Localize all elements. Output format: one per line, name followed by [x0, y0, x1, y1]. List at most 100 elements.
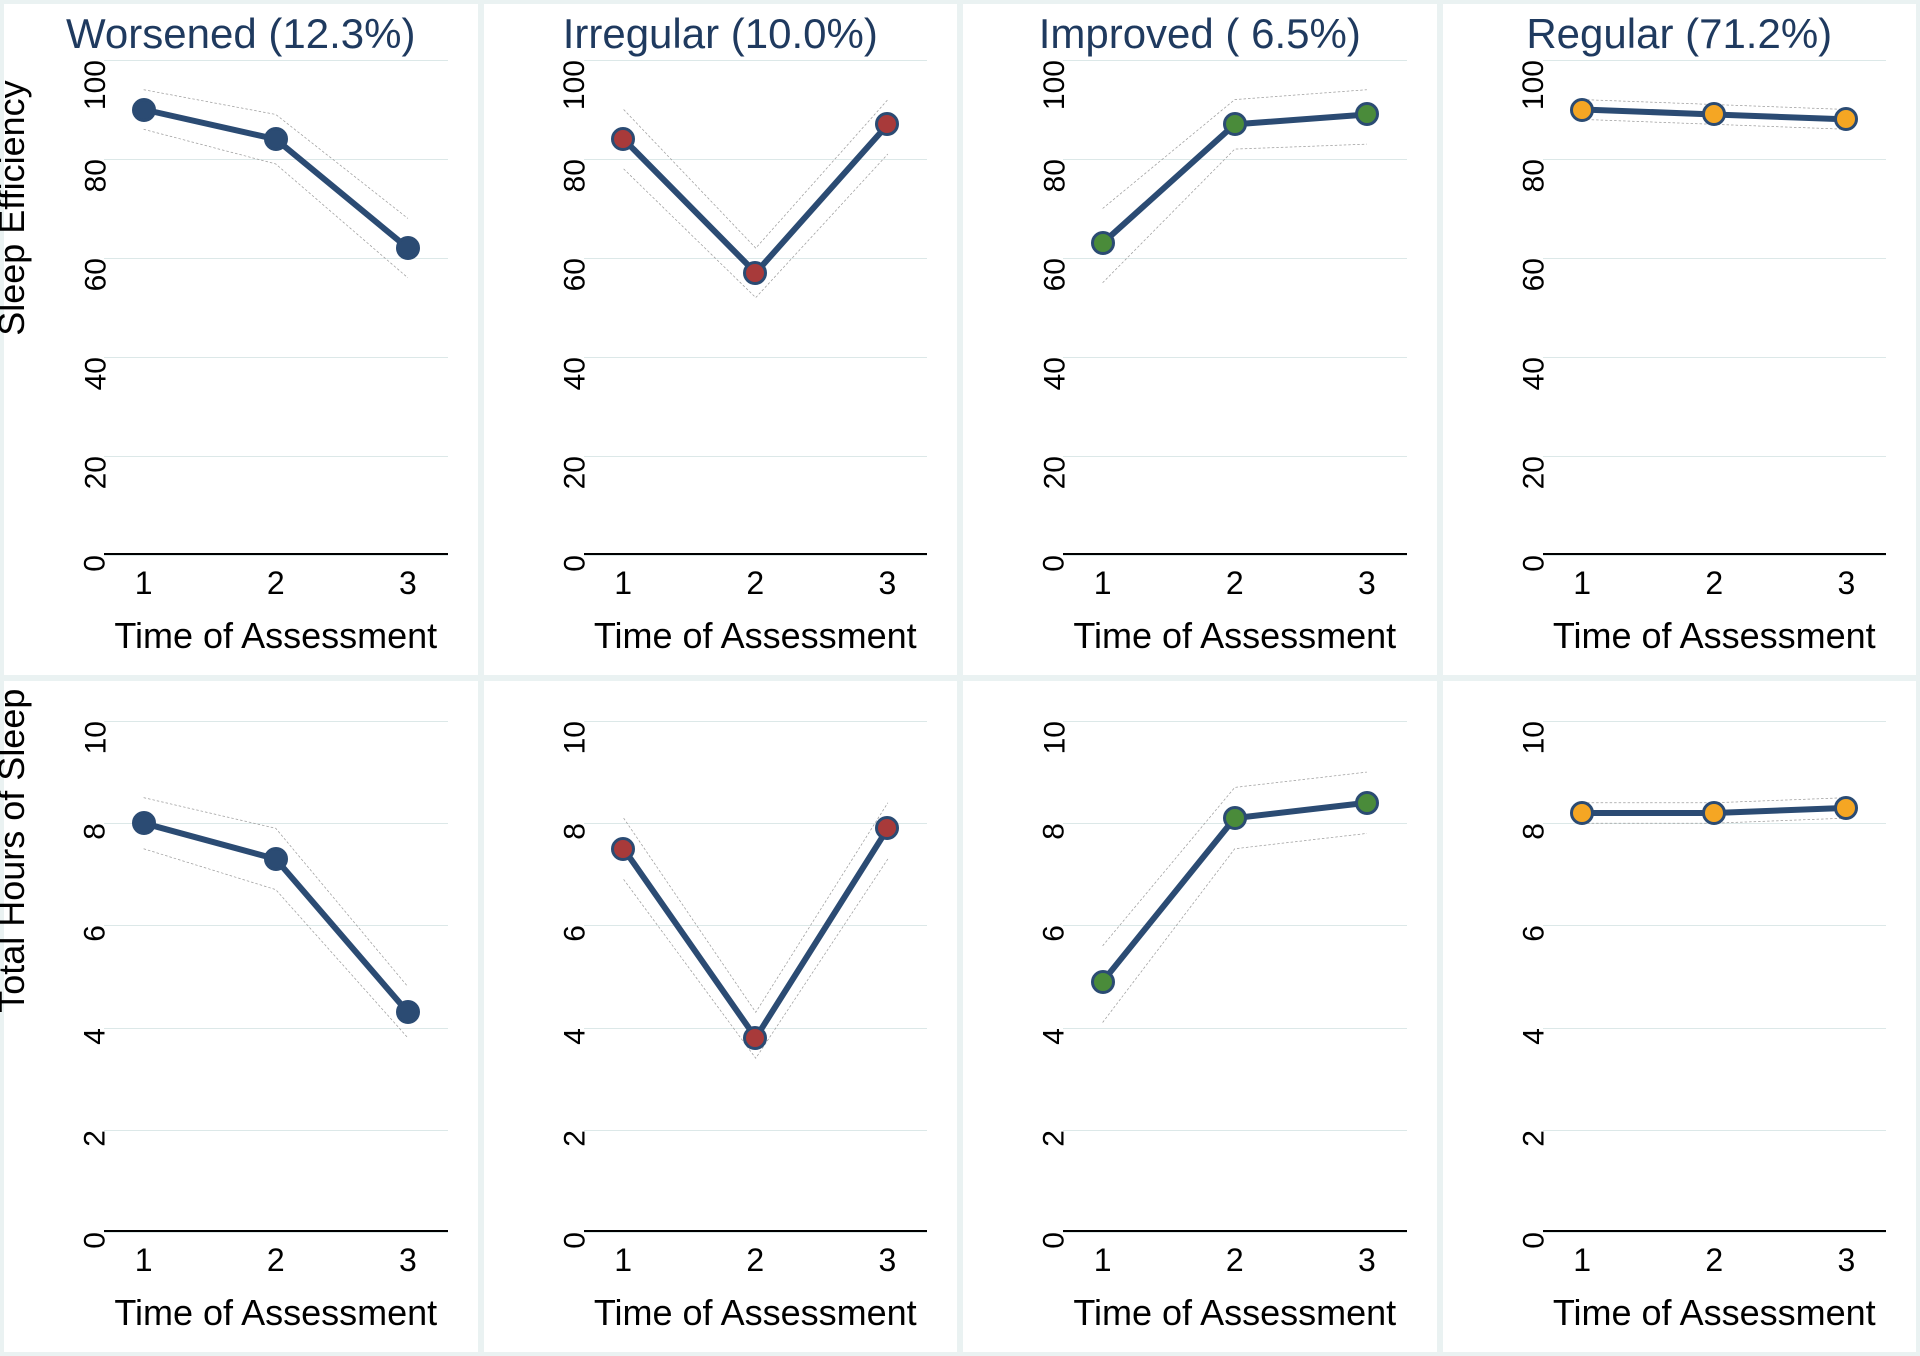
- x-axis-label: Time of Assessment: [4, 1292, 478, 1334]
- x-tick-label: 3: [878, 1242, 896, 1279]
- plot-area: 020406080100123: [1543, 60, 1887, 555]
- y-tick-label: 0: [1038, 1232, 1072, 1249]
- x-tick-label: 2: [267, 565, 285, 602]
- gridline: [1063, 1232, 1407, 1233]
- x-tick-label: 2: [1226, 1242, 1244, 1279]
- x-tick-label: 3: [1358, 1242, 1376, 1279]
- x-tick-label: 2: [746, 1242, 764, 1279]
- x-tick-label: 1: [1573, 565, 1591, 602]
- x-tick-label: 1: [1094, 1242, 1112, 1279]
- data-marker: [1570, 801, 1594, 825]
- y-tick-label: 0: [79, 555, 113, 572]
- x-tick-label: 1: [135, 565, 153, 602]
- x-axis-line: [1063, 553, 1407, 555]
- data-marker: [264, 847, 288, 871]
- y-tick-label: 0: [1038, 555, 1072, 572]
- y-tick-label: 0: [559, 1232, 593, 1249]
- gridline: [1543, 555, 1887, 556]
- gridline: [1063, 555, 1407, 556]
- data-marker: [611, 837, 635, 861]
- column-title: Irregular (10.0%): [484, 10, 958, 58]
- confidence-band-line: [1103, 90, 1367, 209]
- data-marker: [1355, 791, 1379, 815]
- data-marker: [132, 98, 156, 122]
- confidence-band-line: [1103, 144, 1367, 283]
- figure-root: Worsened (12.3%) Sleep Efficiency Time of …: [0, 0, 1920, 1356]
- y-axis-label: Sleep Efficiency: [0, 80, 33, 335]
- x-tick-label: 3: [1837, 1242, 1855, 1279]
- plot-area: 020406080100123: [584, 60, 928, 555]
- x-axis-label: Time of Assessment: [1443, 1292, 1917, 1334]
- data-marker: [1223, 806, 1247, 830]
- panel-r1-c0: Total Hours of SleepTime of Assessment02…: [4, 681, 478, 1352]
- panel-r1-c2: Time of Assessment 0246810123: [963, 681, 1437, 1352]
- x-tick-label: 3: [1358, 565, 1376, 602]
- panel-r0-c0: Worsened (12.3%)Sleep EfficiencyTime of …: [4, 4, 478, 675]
- plot-area: 020406080100123: [104, 60, 448, 555]
- gridline: [1543, 1232, 1887, 1233]
- x-axis-label: Time of Assessment: [484, 1292, 958, 1334]
- x-axis-label: Time of Assessment: [4, 615, 478, 657]
- gridline: [584, 1232, 928, 1233]
- data-marker: [396, 1000, 420, 1024]
- panel-r0-c2: Improved ( 6.5%) Time of Assessment 020406…: [963, 4, 1437, 675]
- x-tick-label: 1: [614, 565, 632, 602]
- plot-area: 020406080100123: [1063, 60, 1407, 555]
- data-marker: [132, 811, 156, 835]
- y-tick-label: 0: [1518, 1232, 1552, 1249]
- panel-r0-c1: Irregular (10.0%) Time of Assessment 02040…: [484, 4, 958, 675]
- column-title: Regular (71.2%): [1443, 10, 1917, 58]
- confidence-band-line: [144, 90, 408, 219]
- x-tick-label: 1: [1573, 1242, 1591, 1279]
- confidence-band-line: [623, 100, 887, 249]
- y-tick-label: 0: [79, 1232, 113, 1249]
- series-line: [623, 828, 887, 1038]
- plot-area: 0246810123: [1063, 721, 1407, 1232]
- data-marker: [1091, 231, 1115, 255]
- y-tick-label: 0: [559, 555, 593, 572]
- data-marker: [396, 236, 420, 260]
- y-axis-label: Total Hours of Sleep: [0, 688, 33, 1012]
- y-tick-label: 0: [1518, 555, 1552, 572]
- x-tick-label: 2: [267, 1242, 285, 1279]
- data-marker: [1091, 970, 1115, 994]
- x-tick-label: 1: [614, 1242, 632, 1279]
- gridline: [104, 1232, 448, 1233]
- x-tick-label: 3: [1837, 565, 1855, 602]
- x-tick-label: 1: [135, 1242, 153, 1279]
- x-axis-line: [584, 1230, 928, 1232]
- x-axis-line: [1543, 553, 1887, 555]
- data-marker: [743, 1026, 767, 1050]
- x-tick-label: 2: [1226, 565, 1244, 602]
- column-title: Worsened (12.3%): [4, 10, 478, 58]
- panel-r1-c1: Time of Assessment 0246810123: [484, 681, 958, 1352]
- data-marker: [264, 127, 288, 151]
- series-line: [623, 124, 887, 273]
- x-axis-line: [1543, 1230, 1887, 1232]
- plot-area: 0246810123: [584, 721, 928, 1232]
- column-title: Improved ( 6.5%): [963, 10, 1437, 58]
- x-tick-label: 2: [1705, 1242, 1723, 1279]
- x-axis-line: [584, 553, 928, 555]
- confidence-band-line: [144, 849, 408, 1038]
- gridline: [584, 555, 928, 556]
- confidence-band-line: [144, 129, 408, 277]
- gridline: [104, 555, 448, 556]
- x-axis-line: [104, 553, 448, 555]
- x-tick-label: 1: [1094, 565, 1112, 602]
- plot-area: 0246810123: [1543, 721, 1887, 1232]
- x-axis-line: [104, 1230, 448, 1232]
- plot-area: 0246810123: [104, 721, 448, 1232]
- x-tick-label: 3: [399, 1242, 417, 1279]
- confidence-band-line: [144, 798, 408, 987]
- x-tick-label: 3: [399, 565, 417, 602]
- x-axis-label: Time of Assessment: [963, 1292, 1437, 1334]
- panel-r0-c3: Regular (71.2%) Time of Assessment 0204060…: [1443, 4, 1917, 675]
- data-marker: [743, 261, 767, 285]
- data-marker: [1570, 98, 1594, 122]
- x-axis-label: Time of Assessment: [1443, 615, 1917, 657]
- x-axis-label: Time of Assessment: [484, 615, 958, 657]
- x-axis-line: [1063, 1230, 1407, 1232]
- x-tick-label: 2: [1705, 565, 1723, 602]
- x-axis-label: Time of Assessment: [963, 615, 1437, 657]
